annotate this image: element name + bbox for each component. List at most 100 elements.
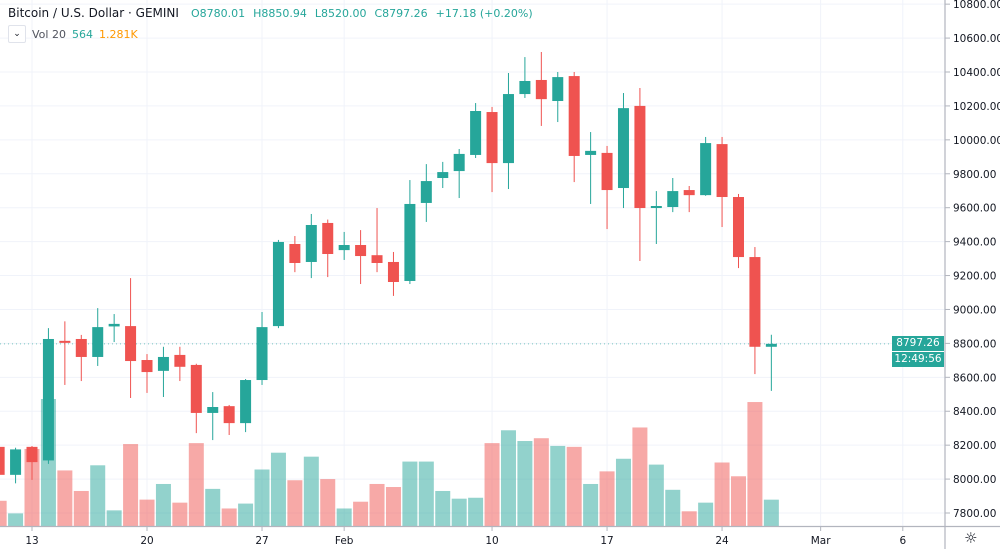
price-tick-label: 8200.00 xyxy=(953,440,996,452)
candle-body xyxy=(617,108,629,189)
candle-body xyxy=(305,224,317,262)
candle-body xyxy=(453,153,465,172)
volume-bar xyxy=(681,511,697,526)
volume-bar xyxy=(139,499,155,526)
volume-bar xyxy=(550,445,566,526)
candle-body xyxy=(141,360,153,373)
candle-body xyxy=(92,327,104,357)
candle-body xyxy=(59,340,71,343)
volume-value: 564 xyxy=(71,27,93,41)
candle-body xyxy=(272,241,284,327)
volume-bar xyxy=(747,402,763,526)
price-tick-label: 9600.00 xyxy=(953,203,996,215)
volume-bar xyxy=(24,448,40,526)
candle-body xyxy=(519,80,531,95)
candle-body xyxy=(568,76,580,156)
volume-bar xyxy=(714,462,730,526)
candle-body xyxy=(634,105,646,209)
volume-bar xyxy=(369,483,385,526)
ohlc-low: L8520.00 xyxy=(314,6,367,20)
volume-bar xyxy=(155,483,171,526)
symbol-legend: Bitcoin / U.S. Dollar · GEMINI O8780.01 … xyxy=(8,6,533,20)
volume-bar xyxy=(599,471,615,526)
time-tick-label: 6 xyxy=(899,535,906,547)
volume-bar xyxy=(221,508,237,526)
volume-bar xyxy=(418,461,434,526)
volume-bar xyxy=(270,452,286,526)
price-tick-label: 10600.00 xyxy=(953,33,1000,45)
last-price-tag: 8797.26 xyxy=(892,336,944,351)
volume-indicator-label[interactable]: Vol 20 xyxy=(32,27,66,41)
candle-body xyxy=(42,338,54,461)
price-tick-label: 8000.00 xyxy=(953,474,996,486)
volume-bar xyxy=(648,464,664,526)
time-tick-label: 27 xyxy=(255,535,268,547)
volume-bar xyxy=(320,479,336,526)
volume-bar xyxy=(123,444,139,526)
candle-body xyxy=(585,150,597,155)
price-tick-label: 8600.00 xyxy=(953,372,996,384)
time-tick-label: 20 xyxy=(140,535,153,547)
price-axis[interactable]: 10800.00 10600.00 10400.00 10200.00 10000.00… xyxy=(945,0,1000,520)
candle-body xyxy=(108,323,120,327)
volume-bar xyxy=(385,487,401,526)
candle-body xyxy=(157,356,169,371)
volume-bars xyxy=(0,399,779,526)
candles xyxy=(0,51,777,484)
candle-body xyxy=(322,222,334,255)
volume-bar xyxy=(172,502,188,526)
volume-bar xyxy=(533,438,549,526)
time-tick-label: 17 xyxy=(600,535,613,547)
volume-bar xyxy=(484,443,500,526)
volume-bar xyxy=(353,501,369,526)
chevron-down-icon[interactable]: ⌄ xyxy=(8,25,26,43)
price-tick-label: 10800.00 xyxy=(953,0,1000,11)
ohlc-open: O8780.01 xyxy=(190,6,246,20)
price-tick-label: 10000.00 xyxy=(953,135,1000,147)
volume-bar xyxy=(73,490,89,526)
price-tick-label: 10200.00 xyxy=(953,101,1000,113)
candle-body xyxy=(420,181,432,203)
candle-body xyxy=(387,261,399,282)
symbol-title[interactable]: Bitcoin / U.S. Dollar · GEMINI xyxy=(8,6,179,20)
candle-body xyxy=(765,343,777,347)
price-tick-label: 9800.00 xyxy=(953,169,996,181)
candle-body xyxy=(0,446,5,475)
price-tick-label: 9000.00 xyxy=(953,304,996,316)
candle-body xyxy=(716,144,728,198)
candle-body xyxy=(10,449,22,475)
bar-countdown-tag: 12:49:56 xyxy=(892,352,944,367)
candle-body xyxy=(207,406,219,413)
candle-body xyxy=(552,77,564,102)
volume-bar xyxy=(468,497,484,526)
candle-body xyxy=(240,380,252,424)
candle-body xyxy=(601,152,613,191)
volume-bar xyxy=(8,513,24,526)
volume-bar xyxy=(205,488,221,526)
price-tick-label: 8800.00 xyxy=(953,338,996,350)
gear-icon[interactable]: ☼ xyxy=(964,529,978,547)
volume-bar xyxy=(730,476,746,526)
candle-body xyxy=(256,327,268,381)
candle-body xyxy=(502,94,514,164)
time-tick-label: 10 xyxy=(485,535,498,547)
volume-bar xyxy=(615,458,631,526)
time-tick-label: Mar xyxy=(811,535,831,547)
volume-legend: ⌄ Vol 20 564 1.281K xyxy=(8,25,138,43)
grid xyxy=(0,0,945,526)
volume-bar xyxy=(57,470,73,526)
volume-bar xyxy=(254,469,270,526)
price-tick-label: 7800.00 xyxy=(953,508,996,520)
volume-bar xyxy=(763,499,779,526)
volume-bar xyxy=(303,456,319,526)
candle-body xyxy=(535,79,547,100)
ohlc-change: +17.18 (+0.20%) xyxy=(435,6,533,20)
price-tick-label: 9400.00 xyxy=(953,237,996,249)
candle-body xyxy=(190,364,202,413)
time-axis[interactable]: 13 20 27 Feb 10 17 24 Mar 6 xyxy=(25,526,906,547)
volume-bar xyxy=(517,441,533,526)
volume-bar xyxy=(500,430,516,526)
candle-body xyxy=(470,111,482,155)
candle-body xyxy=(749,257,761,347)
